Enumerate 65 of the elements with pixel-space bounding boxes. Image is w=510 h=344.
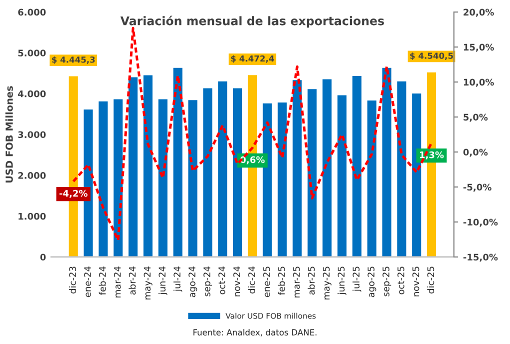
x-tick-label: jun-25 [338,266,346,295]
x-tick-label: ago-24 [188,266,198,298]
x-tick-label: ene-25 [263,266,270,298]
x-tick-label: abr-25 [308,266,315,295]
x-tick-label: nov-25 [412,266,420,296]
bar [142,74,154,257]
y2-tick-label: -10,0% [463,218,498,227]
y-tick-label: 4.000 [18,90,46,98]
bar [186,98,199,257]
x-tick-label: jun-24 [158,266,168,295]
data-label: $ 4.472,4 [231,55,274,63]
bar [306,88,318,257]
x-tick-label: may-25 [322,266,332,300]
x-tick-label: dic-25 [427,266,434,294]
x-tick-label: feb-24 [98,266,106,295]
y2-tick-label: -5,0% [463,184,492,192]
y2-tick-label: 0,0% [463,148,488,157]
x-tick-label: jul-25 [352,266,362,292]
bar [202,86,214,257]
x-tick-label: ene-24 [84,266,91,298]
x-tick-label: dic-23 [69,266,76,294]
x-tick-label: mar-25 [293,266,300,298]
x-tick-label: nov-24 [233,266,240,296]
y2-tick-label: 10,0% [464,78,494,87]
bar [216,80,229,257]
x-tick-label: mar-24 [114,266,121,298]
bar [97,100,110,257]
y-tick-label: 5.000 [18,50,46,56]
bar [321,78,333,257]
bar [366,99,378,257]
x-tick-label: feb-25 [278,266,285,295]
y2-tick-label: -15,0% [463,254,498,262]
x-tick-label: oct-24 [218,266,226,294]
bar [276,101,288,257]
data-label: -4,2% [59,190,88,198]
y2-tick-label: 20,0% [464,8,494,17]
bar [396,80,408,257]
x-tick-label: oct-25 [397,266,404,294]
y-tick-label: 6.000 [18,8,46,16]
x-tick-label: may-24 [144,266,152,300]
x-tick-label: ago-25 [368,266,376,298]
y-tick-label: 2.000 [18,172,46,179]
bar [127,76,139,257]
x-tick-label: abr-24 [128,266,136,295]
bar [157,98,169,257]
chart-title: Variación mensual de las exportaciones [120,16,384,28]
x-tick-label: dic-24 [248,266,256,294]
x-tick-label: sep-24 [203,266,212,296]
bar [291,78,304,257]
y-tick-label: 0 [40,254,46,261]
data-label: $ 4.445,3 [52,56,95,64]
y-tick-label: 3.000 [18,131,46,138]
bar [172,66,184,257]
x-tick-label: sep-25 [382,266,392,296]
source-note: Fuente: Analdex, datos DANE. [193,329,316,336]
bar [336,94,348,257]
bar [350,74,363,257]
y2-tick-label: 5,0% [464,114,488,122]
x-tick-label: jul-24 [173,266,182,292]
y2-tick-label: 15,0% [464,44,494,52]
y-axis-title: USD FOB Millones [5,86,13,182]
data-label: $ 4.540,5 [410,52,453,60]
y-tick-label: 1.000 [18,212,46,220]
bar [380,66,393,257]
data-label: 1,3% [420,151,444,160]
